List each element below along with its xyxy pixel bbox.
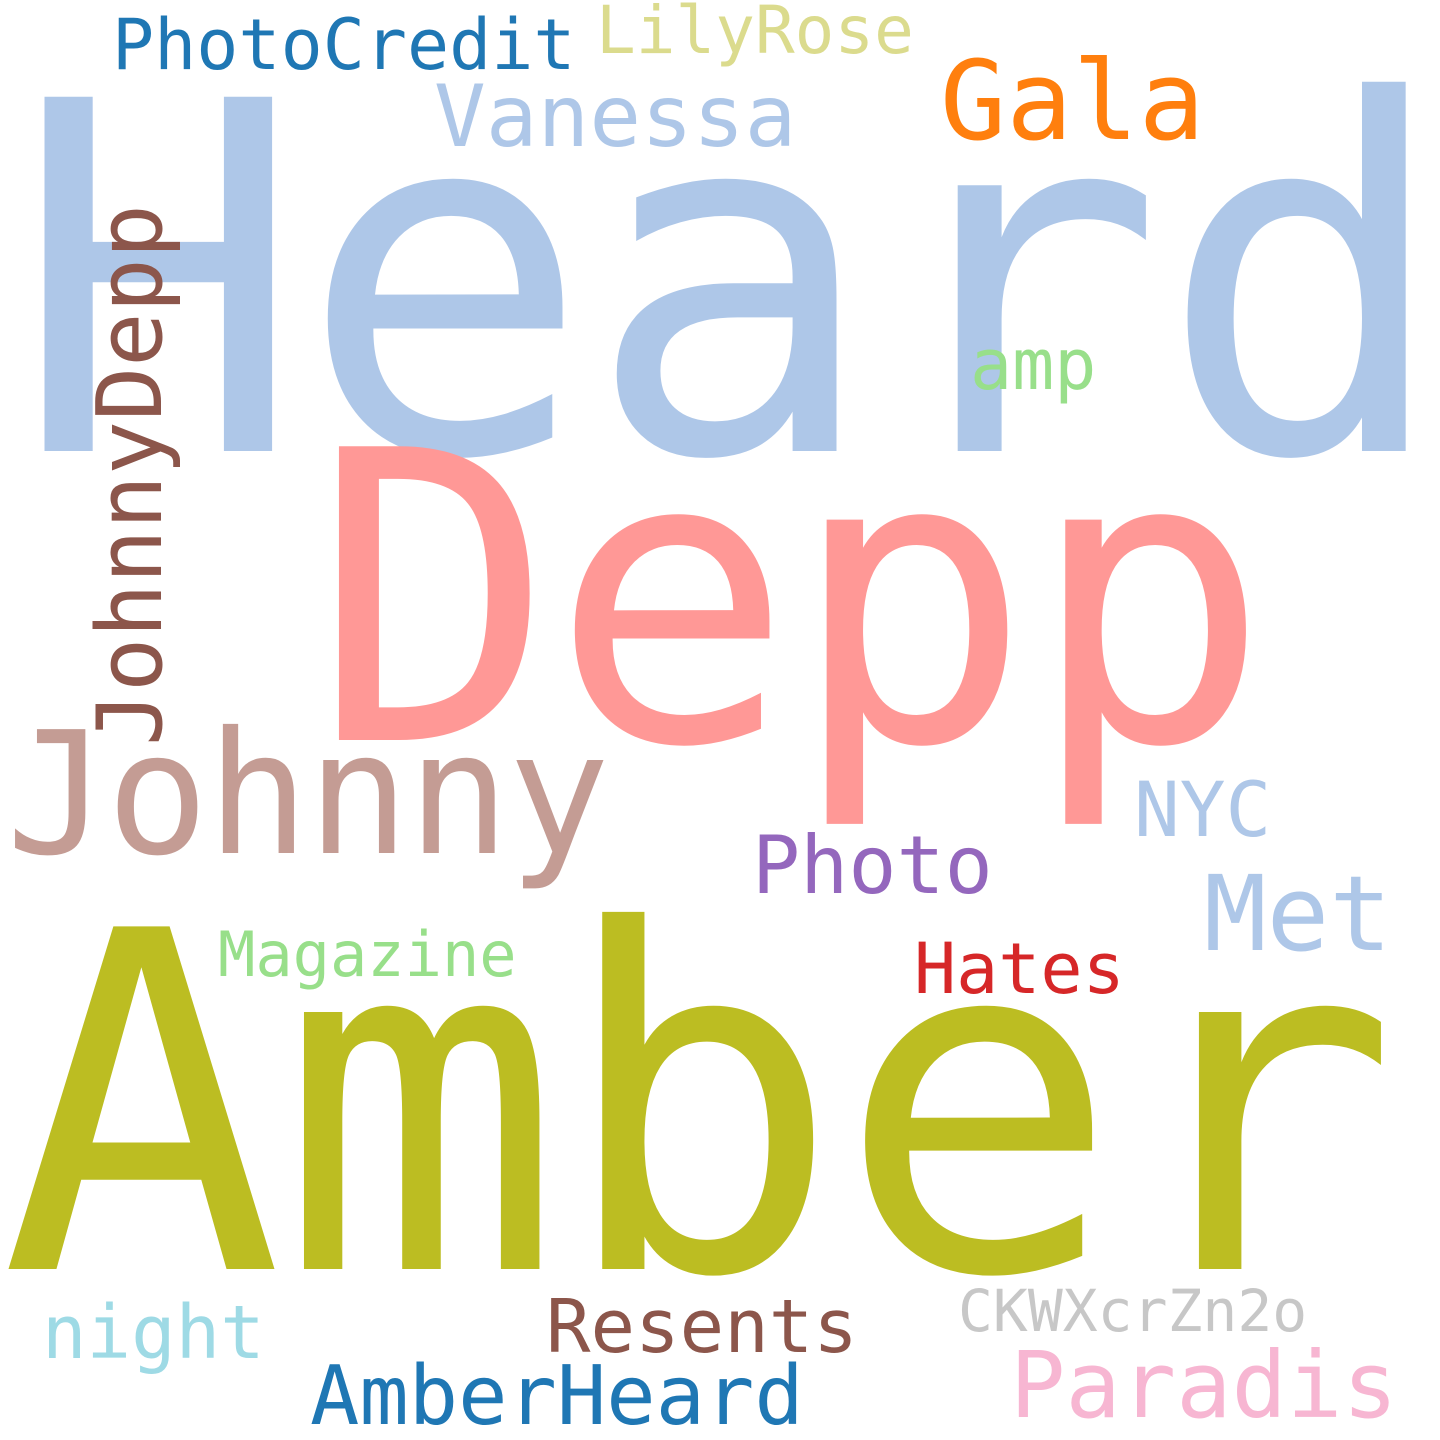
word-amberheard: AmberHeard bbox=[310, 1349, 804, 1440]
word-ckwxcrzn2o: CKWXcrZn2o bbox=[958, 1277, 1308, 1345]
word-night: night bbox=[42, 1290, 265, 1376]
word-heard: Heard bbox=[12, 0, 1440, 566]
word-met: Met bbox=[1204, 853, 1392, 975]
word-johnnydepp: JohnnyDepp bbox=[78, 204, 183, 746]
word-gala: Gala bbox=[940, 37, 1205, 165]
word-photocredit: PhotoCredit bbox=[112, 4, 576, 86]
word-amp: amp bbox=[970, 324, 1097, 406]
word-amber: Amber bbox=[0, 833, 1399, 1380]
word-depp: Depp bbox=[312, 367, 1271, 836]
word-vanessa: Vanessa bbox=[434, 67, 797, 167]
word-hates: Hates bbox=[914, 928, 1125, 1010]
word-resents: Resents bbox=[546, 1284, 858, 1370]
word-paradis: Paradis bbox=[1010, 1332, 1398, 1439]
word-johnny: Johnny bbox=[6, 696, 610, 894]
word-magazine: Magazine bbox=[218, 918, 517, 991]
word-photo: Photo bbox=[752, 819, 993, 912]
word-nyc: NYC bbox=[1134, 765, 1272, 854]
word-lilyrose: LilyRose bbox=[596, 0, 914, 69]
